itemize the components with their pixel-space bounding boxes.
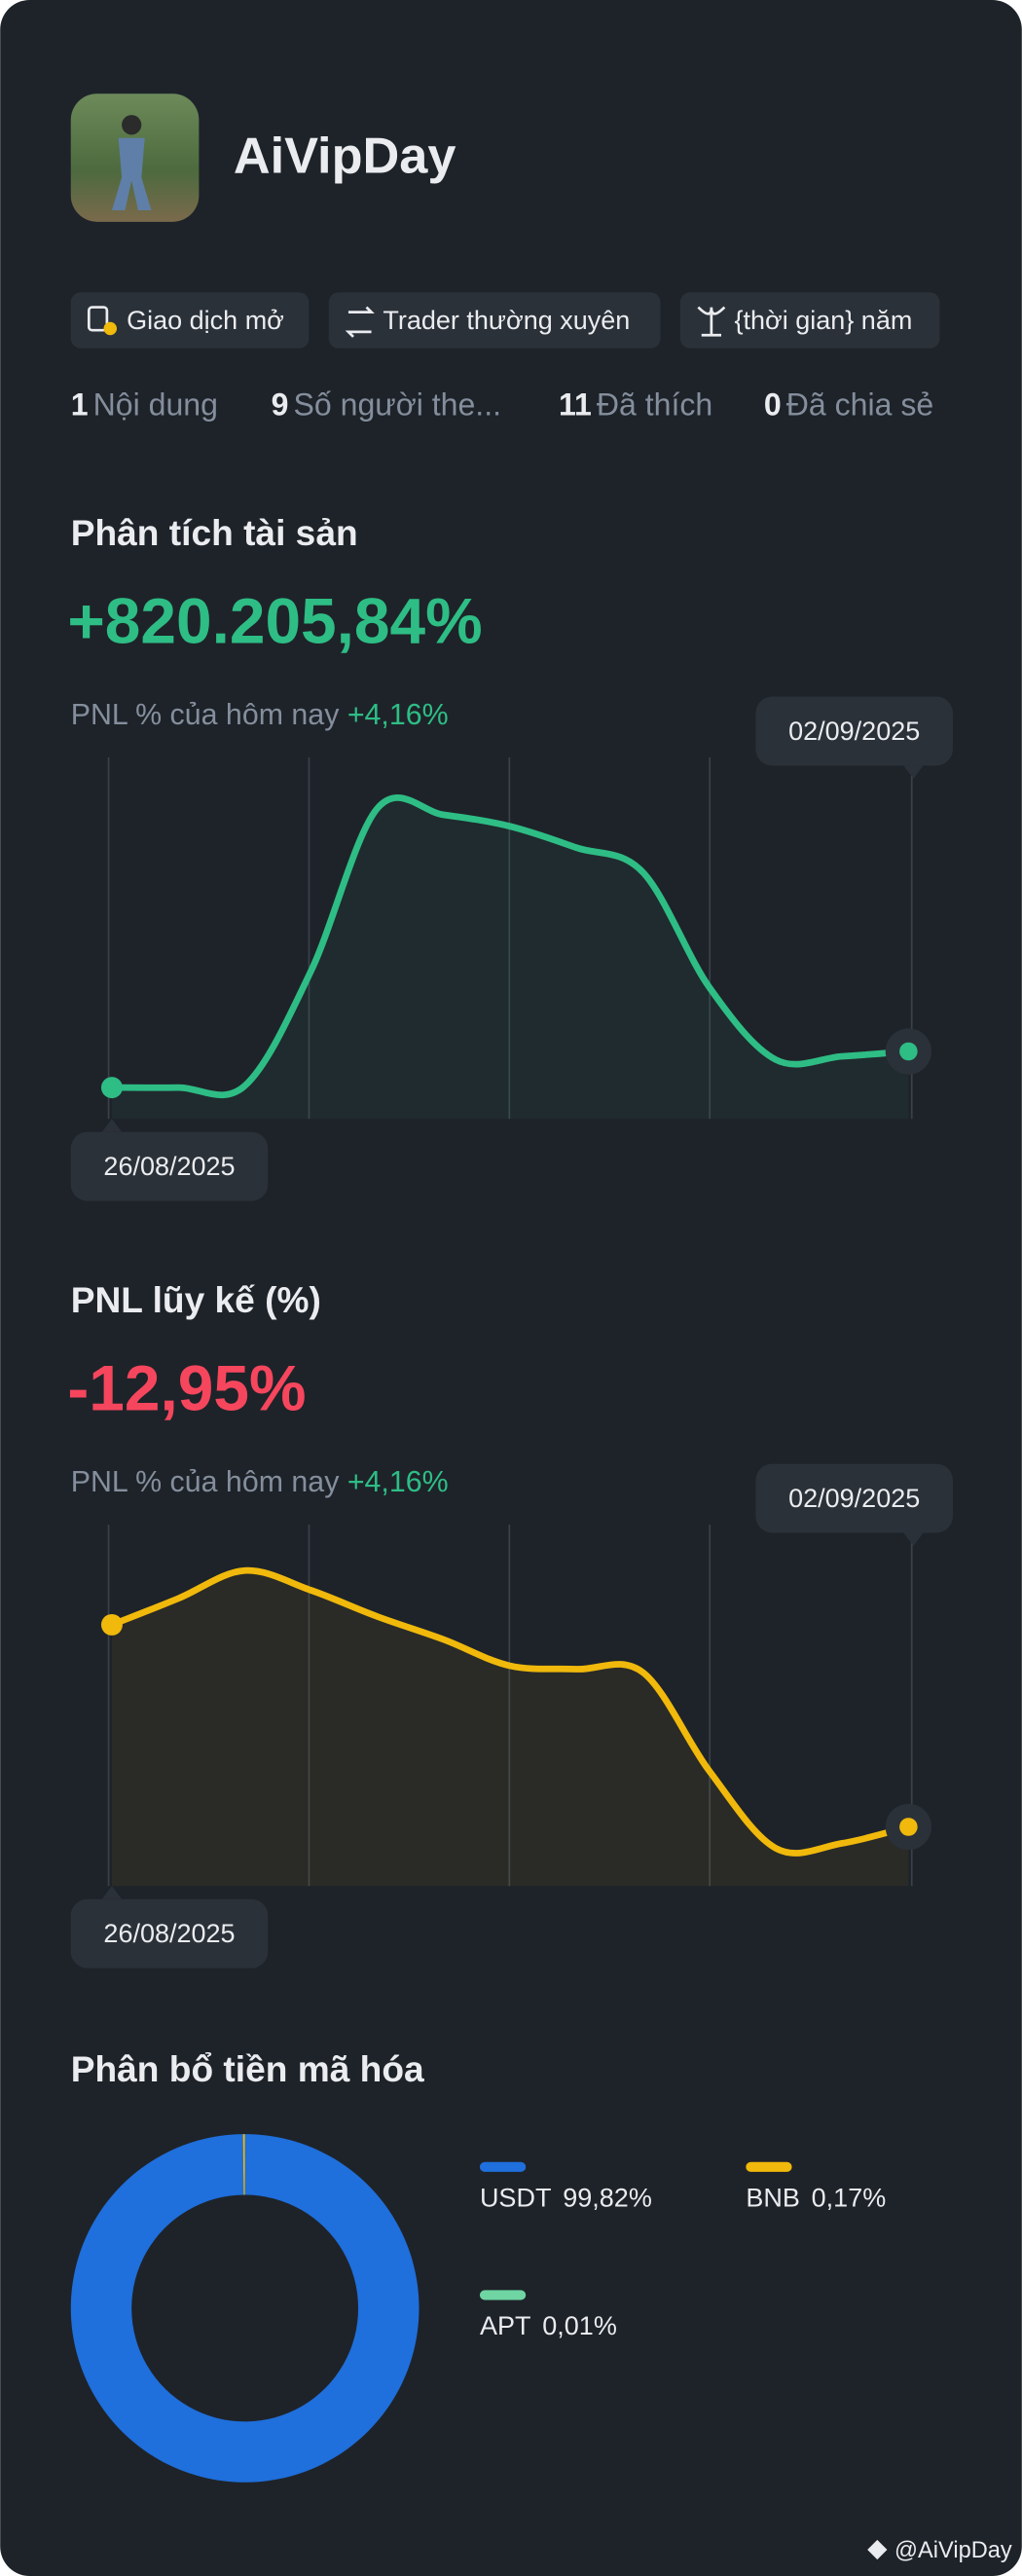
stat: 11 Đã thích: [559, 387, 712, 423]
data-line: [108, 793, 912, 1098]
stat-label: Đã chia sẻ: [786, 387, 933, 423]
footer-logo: [867, 2539, 888, 2560]
stat-value: 1: [71, 387, 89, 423]
tag: Giao dịch mở: [70, 292, 310, 349]
tag-label: Giao dịch mở: [127, 306, 284, 335]
area-fill: [111, 797, 909, 1120]
tag-icon: [697, 306, 726, 337]
legend-name: USDT: [480, 2184, 552, 2213]
tag-label: Trader thường xuyên: [383, 306, 630, 335]
stat-label: Nội dung: [93, 387, 218, 423]
legend-entry: APT 0,01%: [480, 2311, 617, 2340]
donut-chart: Phân bổ tiền mã hóa USDT 99,82% BNB 0,17% APT…: [71, 2048, 886, 2483]
tag-icon: [345, 306, 375, 338]
stats: 1 Nội dung 9 Số người the... 11 Đã thích 0 Đã c…: [71, 387, 933, 423]
stat-value: 9: [272, 387, 289, 423]
headline-value: +820.205,84%: [67, 584, 482, 656]
section-title: PNL lũy kế (%): [71, 1279, 321, 1320]
tag-bg: [679, 292, 940, 349]
legend-swatch: [746, 2161, 792, 2172]
tooltip-pointer: [101, 1119, 123, 1132]
legend-value: 99,82%: [563, 2184, 652, 2213]
legend-value: 0,17%: [812, 2184, 887, 2213]
area-fill: [111, 1570, 909, 1887]
subtitle: PNL % của hôm nay +4,16%: [71, 699, 449, 731]
start-point: [100, 1613, 123, 1636]
charts: Phân tích tài sản +820.205,84% PNL % của h…: [67, 512, 953, 2483]
donut-slice: [70, 2134, 420, 2483]
date-label: 02/09/2025: [788, 717, 920, 746]
footer-handle: @AiVipDay: [894, 2538, 1012, 2563]
tag-icon: [87, 306, 109, 332]
stat-label: Đã thích: [597, 387, 712, 423]
tag-icon: [103, 321, 117, 336]
tag-label: {thời gian} năm: [735, 306, 913, 335]
legend-name: APT: [480, 2311, 531, 2340]
stat-label: Số người the...: [294, 387, 502, 423]
tag: Trader thường xuyên: [328, 292, 661, 349]
stat: 9 Số người the...: [272, 387, 501, 423]
legend-value: 0,01%: [542, 2311, 617, 2340]
end-point: [899, 1818, 918, 1836]
footer: @AiVipDay: [867, 2538, 1012, 2563]
stat: 0 Đã chia sẻ: [764, 387, 933, 423]
line-chart: PNL lũy kế (%) -12,95% PNL % của hôm nay +4…: [67, 1279, 953, 1969]
date-tooltip: [70, 1898, 269, 1969]
tag-bg: [328, 292, 661, 349]
date-tooltip: [70, 1131, 269, 1201]
section-title: Phân bổ tiền mã hóa: [71, 2048, 424, 2089]
tooltip-pointer: [903, 765, 924, 779]
subtitle-label: PNL % của hôm nay: [71, 1466, 340, 1498]
legend-swatch: [479, 2290, 527, 2300]
legend-entry: USDT 99,82%: [480, 2184, 652, 2213]
tooltip-pointer: [903, 1532, 924, 1546]
date-label: 02/09/2025: [788, 1484, 920, 1513]
data-line: [108, 1566, 912, 1857]
tag: {thời gian} năm: [679, 292, 940, 349]
legend-swatch: [479, 2161, 527, 2172]
end-point: [899, 1042, 918, 1061]
avatar-figure: [122, 115, 142, 135]
subtitle-value: +4,16%: [347, 699, 449, 731]
date-label: 26/08/2025: [103, 1919, 235, 1948]
legend-entry: BNB 0,17%: [746, 2184, 886, 2213]
line-chart: Phân tích tài sản +820.205,84% PNL % của h…: [67, 512, 953, 1201]
subtitle-label: PNL % của hôm nay: [71, 699, 340, 731]
tooltip-pointer: [101, 1886, 123, 1899]
date-tooltip: [755, 1463, 953, 1533]
date-tooltip: [755, 696, 953, 766]
subtitle: PNL % của hôm nay +4,16%: [71, 1466, 449, 1498]
donut-slice: [242, 2134, 245, 2195]
legend-name: BNB: [746, 2184, 800, 2213]
stat: 1 Nội dung: [71, 387, 218, 423]
tag-bg: [70, 292, 310, 349]
profile-name: AiVipDay: [234, 129, 456, 185]
stat-value: 0: [764, 387, 782, 423]
date-label: 26/08/2025: [103, 1152, 235, 1181]
subtitle-value: +4,16%: [347, 1466, 449, 1498]
section-title: Phân tích tài sản: [71, 512, 358, 553]
stat-value: 11: [559, 387, 592, 423]
avatar-figure: [111, 137, 152, 210]
headline-value: -12,95%: [67, 1351, 306, 1423]
start-point: [100, 1077, 123, 1099]
